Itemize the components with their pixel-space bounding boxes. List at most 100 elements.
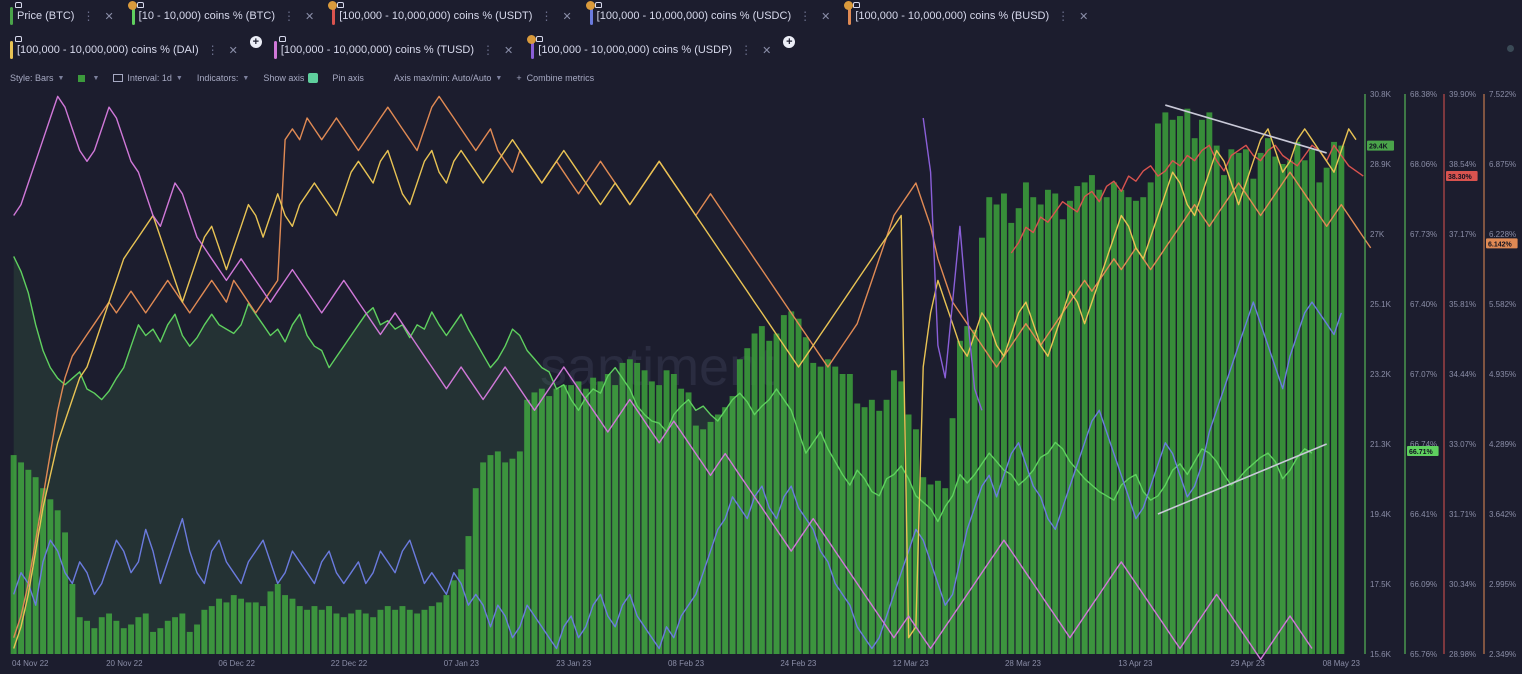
x-tick-label: 20 Nov 22 (106, 659, 143, 668)
x-tick-label: 06 Dec 22 (218, 659, 255, 668)
price-bar (942, 488, 949, 654)
more-options-icon[interactable]: ⋮ (482, 43, 495, 57)
price-bar (957, 340, 963, 654)
price-bar (1081, 182, 1088, 654)
close-icon[interactable]: ✕ (562, 10, 572, 23)
price-bar (971, 329, 978, 654)
metric-label: [10 - 10,000) coins % (BTC) (138, 10, 276, 22)
price-bar (480, 462, 487, 654)
metric-chip[interactable]: [100,000 - 10,000,000) coins % (DAI) ⋮ ✕ (4, 36, 244, 64)
price-bar (1059, 219, 1066, 655)
x-tick-label: 23 Jan 23 (556, 659, 592, 668)
price-bar (1331, 141, 1337, 654)
axis-maxmin-selector[interactable]: Axis max/min: Auto/Auto ▼ (394, 73, 502, 83)
metric-chip[interactable]: [100,000 - 10,000,000) coins % (USDT) ⋮ ✕ (326, 1, 577, 30)
metric-bar: Price (BTC) ⋮ ✕ [10 - 10,000) coins % (BTC)… (4, 1, 1304, 64)
close-icon[interactable]: ✕ (1079, 10, 1089, 23)
price-bar (436, 602, 443, 654)
price-bar (979, 237, 985, 654)
series-line (13, 256, 1313, 523)
style-selector[interactable]: Style: Bars ▼ (10, 73, 64, 83)
y-tick-label: 31.71% (1449, 510, 1476, 519)
price-bar (106, 613, 112, 654)
close-icon[interactable]: ✕ (104, 10, 114, 23)
more-options-icon[interactable]: ⋮ (540, 9, 553, 23)
y-tick-label: 34.44% (1449, 370, 1476, 379)
y-tick-label: 39.90% (1449, 90, 1476, 99)
price-bar (25, 469, 32, 654)
y-tick-label: 68.38% (1410, 90, 1437, 99)
status-indicator-icon (1507, 45, 1514, 52)
metric-chip[interactable]: [100,000 - 10,000,000) coins % (USDP) ⋮ ✕ (525, 35, 777, 64)
price-bar (1096, 189, 1103, 655)
price-bar (1001, 193, 1007, 654)
price-bar (216, 598, 222, 654)
more-options-icon[interactable]: ⋮ (740, 43, 753, 57)
price-bar (1052, 193, 1059, 654)
interval-selector[interactable]: Interval: 1d ▼ (113, 73, 183, 83)
price-bar (546, 396, 553, 654)
series-line (13, 128, 1357, 649)
price-bar (568, 385, 575, 654)
close-icon[interactable]: ✕ (821, 10, 831, 23)
combine-metrics-button[interactable]: + Combine metrics (516, 73, 594, 83)
price-bar (868, 399, 875, 654)
price-bar (1272, 156, 1279, 654)
price-bar (634, 362, 641, 654)
more-options-icon[interactable]: ⋮ (206, 43, 219, 57)
price-bar (707, 421, 714, 654)
price-bar (913, 429, 919, 654)
price-bar (1221, 175, 1227, 654)
add-metric-button[interactable]: + (783, 36, 796, 48)
more-options-icon[interactable]: ⋮ (82, 9, 95, 23)
metric-chip[interactable]: [100,000 - 10,000,000) coins % (USDC) ⋮ ✕ (584, 1, 837, 30)
metric-color-icon (848, 7, 852, 25)
price-bar (150, 631, 156, 654)
price-bar (458, 569, 465, 654)
price-bar (729, 396, 736, 654)
color-selector[interactable]: ▼ (78, 74, 99, 82)
price-bar (128, 624, 134, 654)
close-icon[interactable]: ✕ (504, 44, 514, 57)
chevron-down-icon: ▼ (495, 74, 503, 82)
metric-label: [100,000 - 10,000,000) coins % (USDT) (339, 10, 533, 22)
more-options-icon[interactable]: ⋮ (283, 9, 296, 23)
add-metric-button[interactable]: + (249, 36, 262, 48)
metric-color-icon (589, 7, 593, 25)
price-bar (289, 598, 296, 654)
price-bar (714, 414, 721, 654)
series-line (13, 95, 1313, 660)
y-tick-label: 67.73% (1410, 230, 1437, 239)
show-axis-toggle[interactable]: Show axis (263, 73, 319, 83)
more-options-icon[interactable]: ⋮ (1057, 9, 1070, 23)
metric-chip[interactable]: [100,000 - 10,000,000) coins % (TUSD) ⋮ ✕ (268, 36, 519, 64)
y-tick-label: 28.98% (1449, 650, 1476, 659)
price-bar (1162, 112, 1169, 654)
close-icon[interactable]: ✕ (762, 44, 772, 57)
y-tick-label: 66.41% (1410, 510, 1437, 519)
metric-chip[interactable]: [10 - 10,000) coins % (BTC) ⋮ ✕ (126, 1, 321, 30)
price-bar (1265, 138, 1271, 654)
metric-label: [100,000 - 10,000,000) coins % (USDC) (596, 10, 792, 22)
price-bar (883, 399, 890, 654)
y-value-highlight (1407, 445, 1439, 456)
close-icon[interactable]: ✕ (228, 44, 238, 57)
close-icon[interactable]: ✕ (305, 10, 315, 23)
price-bar (304, 609, 310, 654)
price-bar (1184, 108, 1191, 654)
y-tick-label: 5.582% (1489, 300, 1516, 309)
price-bar (370, 617, 377, 654)
indicators-selector[interactable]: Indicators: ▼ (197, 73, 249, 83)
more-options-icon[interactable]: ⋮ (799, 9, 812, 23)
price-bar (582, 388, 589, 654)
price-bar (62, 532, 68, 654)
checkbox-checked-icon[interactable] (308, 73, 319, 83)
price-bar (1155, 123, 1161, 654)
pin-axis-toggle[interactable]: Pin axis (332, 73, 364, 83)
metric-chip[interactable]: [100,000 - 10,000,000) coins % (BUSD) ⋮ ✕ (842, 1, 1094, 30)
price-bar (1133, 200, 1139, 655)
price-bar (1140, 197, 1147, 654)
price-bar (142, 613, 149, 654)
metric-chip[interactable]: Price (BTC) ⋮ ✕ (4, 2, 120, 30)
